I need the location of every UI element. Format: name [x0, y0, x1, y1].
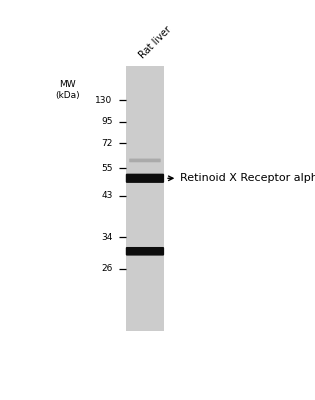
Text: 130: 130 [95, 96, 113, 105]
Text: 55: 55 [101, 164, 113, 173]
Text: Retinoid X Receptor alpha: Retinoid X Receptor alpha [180, 173, 315, 183]
Text: 26: 26 [101, 264, 113, 273]
FancyBboxPatch shape [129, 158, 161, 162]
FancyBboxPatch shape [126, 174, 164, 183]
Text: Rat liver: Rat liver [138, 24, 174, 60]
Text: 43: 43 [101, 191, 113, 200]
Text: 34: 34 [101, 233, 113, 242]
Bar [126, 66, 164, 331]
Text: 72: 72 [101, 139, 113, 148]
Text: MW
(kDa): MW (kDa) [55, 80, 80, 100]
FancyBboxPatch shape [126, 247, 164, 256]
Text: 95: 95 [101, 118, 113, 126]
